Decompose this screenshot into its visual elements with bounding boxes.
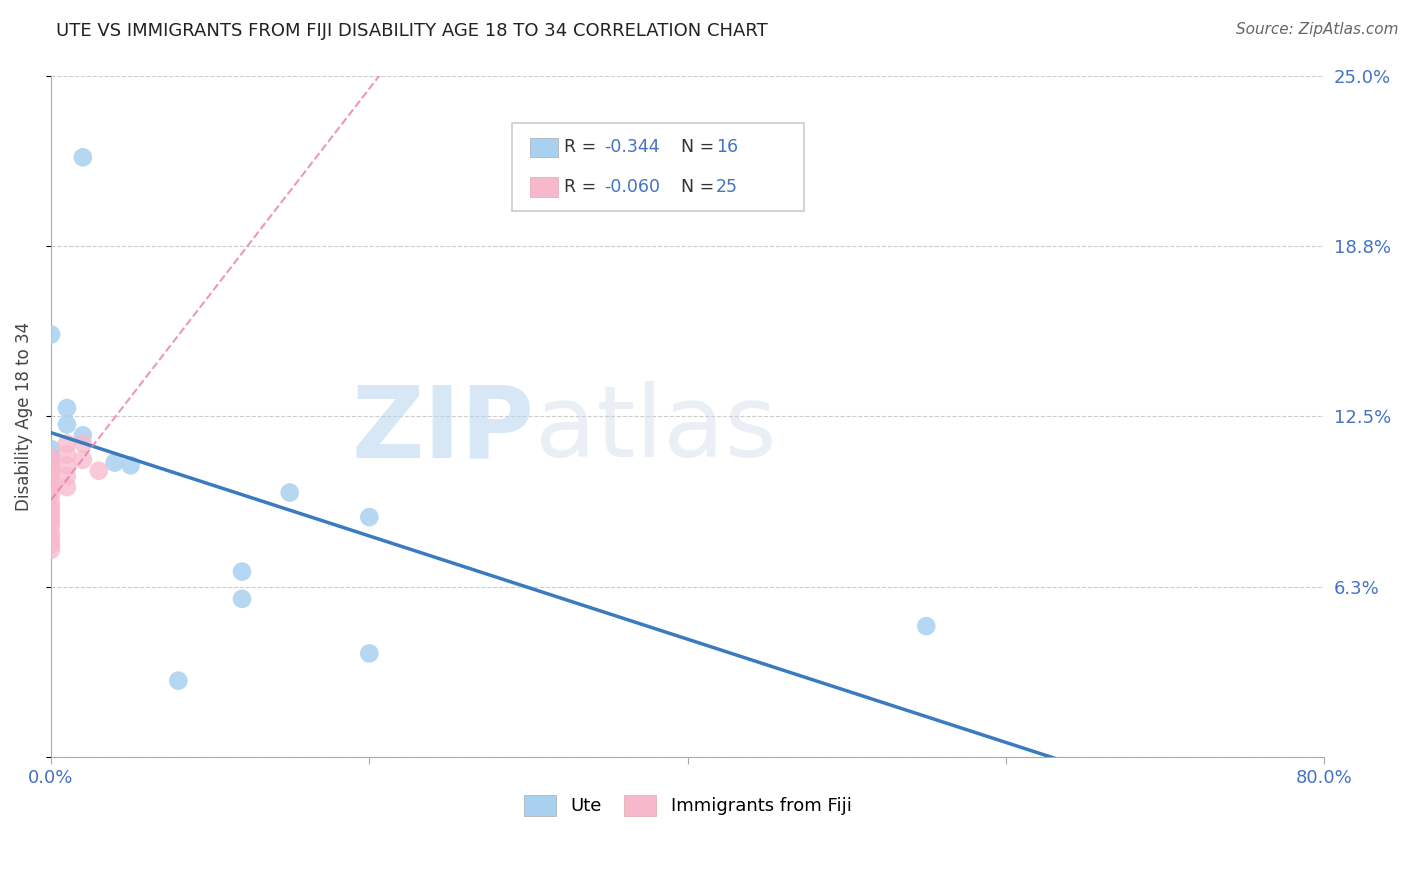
Point xyxy=(39,450,62,464)
Point xyxy=(39,513,62,527)
Point xyxy=(39,488,62,502)
Point xyxy=(39,502,62,516)
Point xyxy=(87,464,110,478)
Text: 16: 16 xyxy=(716,138,738,156)
Point xyxy=(56,469,79,483)
Point xyxy=(39,496,62,510)
Point xyxy=(56,480,79,494)
Point xyxy=(72,428,94,442)
Text: ZIP: ZIP xyxy=(352,382,534,478)
Point xyxy=(39,518,62,533)
Point xyxy=(39,442,62,456)
Text: N =: N = xyxy=(669,138,720,156)
Text: Source: ZipAtlas.com: Source: ZipAtlas.com xyxy=(1236,22,1399,37)
Point xyxy=(39,461,62,475)
Legend: Ute, Immigrants from Fiji: Ute, Immigrants from Fiji xyxy=(516,788,859,823)
Point xyxy=(39,450,62,464)
Point xyxy=(72,453,94,467)
Point xyxy=(231,591,253,606)
Point xyxy=(56,447,79,461)
Point xyxy=(56,436,79,450)
Point xyxy=(39,537,62,551)
Point xyxy=(39,532,62,546)
Point xyxy=(39,477,62,491)
Point xyxy=(231,565,253,579)
Text: R =: R = xyxy=(564,138,602,156)
Point xyxy=(39,542,62,557)
Point xyxy=(39,327,62,342)
Point xyxy=(359,646,381,660)
Point xyxy=(278,485,301,500)
Text: -0.060: -0.060 xyxy=(603,178,659,196)
Point xyxy=(39,508,62,522)
Point xyxy=(72,436,94,450)
Point xyxy=(359,510,381,524)
Point xyxy=(56,417,79,432)
Text: UTE VS IMMIGRANTS FROM FIJI DISABILITY AGE 18 TO 34 CORRELATION CHART: UTE VS IMMIGRANTS FROM FIJI DISABILITY A… xyxy=(56,22,768,40)
Text: R =: R = xyxy=(564,178,602,196)
Point xyxy=(56,458,79,473)
Point xyxy=(72,150,94,164)
Text: 25: 25 xyxy=(716,178,738,196)
Point xyxy=(39,483,62,497)
Point xyxy=(104,456,127,470)
Point xyxy=(167,673,190,688)
Point xyxy=(39,472,62,486)
Point xyxy=(39,456,62,470)
Text: N =: N = xyxy=(669,178,720,196)
Point xyxy=(120,458,142,473)
Point xyxy=(39,526,62,541)
Text: -0.344: -0.344 xyxy=(603,138,659,156)
Text: atlas: atlas xyxy=(534,382,776,478)
Y-axis label: Disability Age 18 to 34: Disability Age 18 to 34 xyxy=(15,322,32,511)
Point xyxy=(39,467,62,481)
Point xyxy=(915,619,938,633)
Point xyxy=(56,401,79,415)
